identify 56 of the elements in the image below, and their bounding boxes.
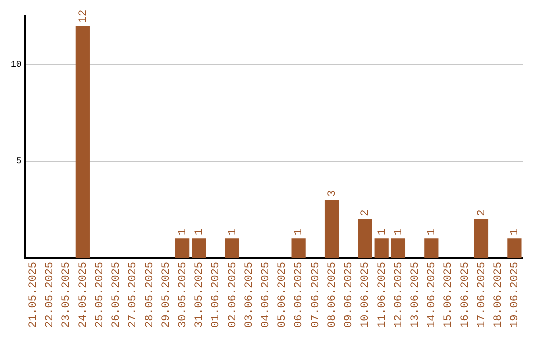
x-tick-label: 05.06.2025: [277, 262, 290, 328]
x-tick-label: 29.05.2025: [160, 262, 173, 328]
x-tick-label: 08.06.2025: [326, 262, 339, 328]
bar: [324, 200, 340, 258]
x-tick-label: 11.06.2025: [376, 262, 389, 328]
data-label: 1: [376, 228, 389, 236]
bar: [424, 238, 439, 258]
bar: [474, 219, 489, 258]
x-tick-label: 24.05.2025: [78, 262, 90, 328]
x-tick-label: 10.06.2025: [360, 262, 372, 328]
x-tick-label: 27.05.2025: [128, 262, 140, 328]
bar: [76, 26, 90, 258]
x-tick-label: 19.06.2025: [510, 262, 522, 328]
y-tick-label: 5: [16, 156, 22, 167]
data-label: 12: [78, 10, 90, 24]
x-tick-label: 22.05.2025: [44, 262, 57, 328]
x-tick-label: 12.06.2025: [393, 262, 406, 328]
x-tick-label: 31.05.2025: [194, 262, 206, 328]
data-label: 1: [294, 228, 306, 236]
x-tick-label: 21.05.2025: [28, 262, 40, 328]
x-tick-label: 01.06.2025: [210, 262, 223, 328]
bar: [176, 238, 190, 258]
x-tick-label: 02.06.2025: [227, 262, 240, 328]
data-label: 1: [510, 228, 522, 236]
data-label: 1: [393, 228, 406, 236]
x-tick-label: 03.06.2025: [244, 262, 256, 328]
x-tick-label: 17.06.2025: [476, 262, 488, 328]
x-tick-label: 09.06.2025: [344, 262, 356, 328]
x-tick-label: 14.06.2025: [426, 262, 439, 328]
bar: [374, 238, 389, 258]
y-tick-label: 10: [10, 60, 22, 70]
data-label: 1: [177, 228, 190, 236]
bar: [391, 238, 406, 258]
bar: [192, 238, 206, 258]
data-label: 1: [194, 228, 206, 236]
data-label: 2: [476, 210, 488, 216]
x-tick-label: 13.06.2025: [410, 262, 422, 328]
x-tick-label: 23.05.2025: [61, 262, 74, 328]
x-tick-label: 26.05.2025: [111, 262, 124, 328]
x-tick-label: 15.06.2025: [443, 262, 456, 328]
bar: [508, 238, 522, 258]
bar: [225, 238, 240, 258]
bar: [358, 219, 372, 258]
data-label: 2: [360, 210, 372, 216]
x-tick-label: 06.06.2025: [294, 262, 306, 328]
data-label: 1: [426, 228, 439, 236]
x-tick-label: 28.05.2025: [144, 262, 156, 328]
x-tick-label: 04.06.2025: [260, 262, 273, 328]
x-tick-label: 30.05.2025: [177, 262, 190, 328]
x-tick-label: 07.06.2025: [310, 262, 322, 328]
x-tick-label: 16.06.2025: [460, 262, 472, 328]
bar: [292, 238, 306, 258]
x-tick-label: 25.05.2025: [94, 262, 106, 328]
data-label: 1: [227, 228, 240, 236]
data-label: 3: [326, 190, 339, 198]
x-tick-label: 18.06.2025: [493, 262, 505, 328]
